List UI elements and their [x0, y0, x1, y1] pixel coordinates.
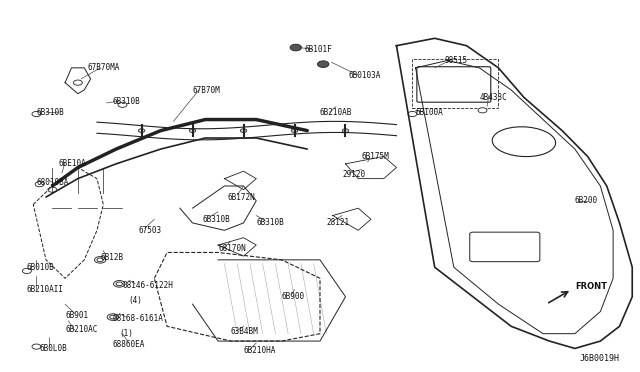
Text: (4): (4)	[129, 296, 143, 305]
Text: 68010BA: 68010BA	[36, 178, 69, 187]
Text: 6B175M: 6B175M	[362, 152, 389, 161]
Text: 6B310B: 6B310B	[202, 215, 230, 224]
Text: 6BE10A: 6BE10A	[59, 159, 86, 169]
Text: 6B310B: 6B310B	[36, 108, 64, 117]
Circle shape	[478, 108, 487, 113]
Circle shape	[97, 258, 103, 262]
Text: 6B010B: 6B010B	[27, 263, 54, 272]
Circle shape	[241, 129, 246, 132]
Text: 68860EA: 68860EA	[113, 340, 145, 349]
Text: 68170N: 68170N	[218, 244, 246, 253]
Text: 6B100A: 6B100A	[415, 108, 444, 117]
Circle shape	[317, 61, 329, 67]
Text: 29120: 29120	[342, 170, 365, 179]
Text: 6B101F: 6B101F	[304, 45, 332, 54]
Circle shape	[107, 314, 118, 320]
Circle shape	[138, 129, 145, 132]
Text: 6B0L0B: 6B0L0B	[40, 344, 67, 353]
Circle shape	[113, 280, 125, 287]
Circle shape	[48, 187, 57, 192]
Text: 6B200: 6B200	[575, 196, 598, 205]
Circle shape	[290, 44, 301, 51]
Circle shape	[32, 112, 41, 116]
Text: 67503: 67503	[138, 226, 161, 235]
Circle shape	[342, 129, 349, 132]
Text: 08168-6161A: 08168-6161A	[113, 314, 164, 323]
Text: 67B70MA: 67B70MA	[88, 63, 120, 72]
Circle shape	[116, 282, 122, 286]
Text: 6B210AC: 6B210AC	[65, 326, 97, 334]
Text: (1): (1)	[119, 329, 133, 338]
Circle shape	[109, 315, 116, 319]
Text: 6B172N: 6B172N	[228, 193, 255, 202]
Bar	[412, 59, 499, 109]
Text: 6B310B: 6B310B	[113, 97, 141, 106]
Text: J6B0019H: J6B0019H	[579, 354, 620, 363]
Circle shape	[35, 182, 44, 187]
Text: 98515: 98515	[444, 56, 467, 65]
Text: 6B210AB: 6B210AB	[320, 108, 353, 117]
Text: 6B310B: 6B310B	[256, 218, 284, 227]
Circle shape	[22, 268, 31, 273]
Circle shape	[291, 129, 298, 132]
Text: 63B4BM: 63B4BM	[231, 327, 259, 336]
Circle shape	[32, 344, 41, 349]
Circle shape	[189, 129, 196, 132]
Text: 6B210HA: 6B210HA	[244, 346, 276, 355]
Text: 6B901: 6B901	[65, 311, 88, 320]
Text: 28121: 28121	[326, 218, 349, 227]
Circle shape	[95, 257, 106, 263]
Text: 4B433C: 4B433C	[479, 93, 507, 102]
Text: 6B0103A: 6B0103A	[349, 71, 381, 80]
Circle shape	[408, 112, 417, 116]
Text: 6B210AII: 6B210AII	[27, 285, 64, 294]
Circle shape	[118, 102, 127, 108]
Circle shape	[74, 80, 83, 85]
Text: 08146-6122H: 08146-6122H	[122, 281, 173, 290]
Text: 6B900: 6B900	[282, 292, 305, 301]
Text: 6B12B: 6B12B	[100, 253, 124, 263]
Text: 67B70M: 67B70M	[193, 86, 220, 94]
Text: FRONT: FRONT	[575, 282, 607, 291]
